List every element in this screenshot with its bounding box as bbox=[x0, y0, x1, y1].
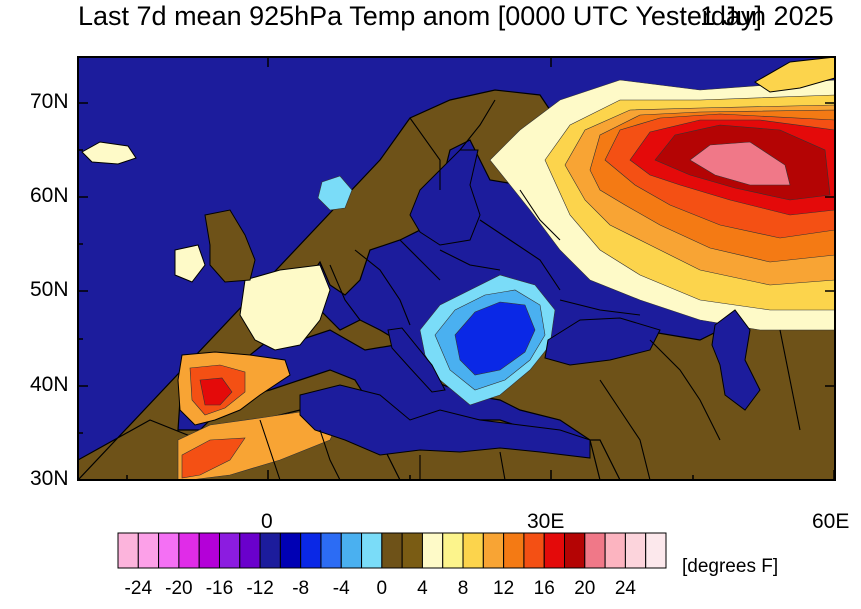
colorbar-swatch bbox=[361, 532, 383, 569]
colorbar-swatch bbox=[320, 532, 342, 569]
colorbar-tick-label: -20 bbox=[165, 578, 193, 599]
colorbar-swatch bbox=[421, 532, 444, 569]
colorbar-swatch bbox=[279, 532, 302, 569]
warm-anomaly-north-africa-2 bbox=[181, 437, 246, 479]
baltic-sea bbox=[409, 149, 481, 246]
map-title: Last 7d mean 925hPa Temp anom [0000 UTC … bbox=[78, 1, 762, 31]
colorbar-tick-label: -24 bbox=[124, 578, 153, 599]
colorbar-swatch bbox=[239, 532, 261, 569]
caspian-sea bbox=[711, 309, 761, 411]
cold-anomaly-scandinavia bbox=[317, 175, 353, 211]
mediterranean-sea bbox=[299, 384, 591, 459]
colorbar-swatch bbox=[401, 532, 423, 569]
colorbar-swatch bbox=[482, 532, 505, 569]
colorbar-swatch bbox=[442, 532, 464, 569]
country-borders bbox=[259, 99, 801, 480]
colorbar-swatch bbox=[564, 532, 586, 569]
colorbar-tick-label: -12 bbox=[246, 578, 274, 599]
colorbar-tick-label: 20 bbox=[574, 578, 596, 599]
colorbar-swatch bbox=[584, 532, 606, 569]
black-sea bbox=[544, 317, 661, 366]
land-ireland bbox=[174, 244, 206, 283]
warm-anomaly-iberia-3 bbox=[199, 377, 233, 406]
land-british-isles bbox=[204, 209, 256, 283]
colorbar-swatch bbox=[523, 532, 545, 569]
colorbar-tick-label: -8 bbox=[292, 578, 310, 599]
lat-label-30n: 30N bbox=[30, 467, 69, 490]
colorbar-tick-label: 8 bbox=[457, 578, 469, 599]
colorbar-swatch bbox=[218, 532, 241, 569]
colorbar-tick-label: 24 bbox=[614, 578, 636, 599]
colorbar-swatch bbox=[178, 532, 200, 569]
colorbar-swatch bbox=[300, 532, 322, 569]
colorbar-tick-label: 0 bbox=[376, 578, 388, 599]
colorbar-swatch bbox=[340, 532, 363, 569]
colorbar-swatch bbox=[381, 532, 403, 569]
lat-label-50n: 50N bbox=[30, 278, 69, 301]
colorbar-swatch bbox=[158, 532, 180, 569]
latitude-ticks bbox=[78, 102, 835, 434]
colorbar-tick-label: -4 bbox=[332, 578, 350, 599]
lon-label-60e: 60E bbox=[812, 510, 850, 533]
colorbar-tick-label: 16 bbox=[533, 578, 555, 599]
lat-label-60n: 60N bbox=[30, 184, 69, 207]
lon-label-0: 0 bbox=[261, 510, 273, 533]
map-date: 1 Jun 2025 bbox=[700, 1, 834, 31]
colorbar-swatch bbox=[543, 532, 566, 569]
colorbar-swatch bbox=[198, 532, 220, 569]
colorbar-swatch bbox=[645, 532, 667, 569]
lon-label-30e: 30E bbox=[527, 510, 565, 533]
colorbar-swatch bbox=[503, 532, 525, 569]
lat-label-70n: 70N bbox=[30, 90, 69, 113]
longitude-ticks bbox=[126, 57, 835, 480]
colorbar-tick-label: 4 bbox=[417, 578, 428, 599]
adriatic-sea bbox=[387, 327, 446, 393]
colorbar-swatch bbox=[137, 532, 160, 569]
lat-label-40n: 40N bbox=[30, 373, 69, 396]
warm-anomaly-core bbox=[689, 141, 791, 186]
colorbar-swatch bbox=[604, 532, 626, 569]
colorbar-swatch bbox=[462, 532, 484, 569]
warm-anomaly-france bbox=[239, 264, 331, 351]
colorbar bbox=[117, 532, 667, 569]
colorbar-tick-label: -16 bbox=[205, 578, 234, 599]
colorbar-swatch bbox=[117, 532, 139, 569]
land-iceland bbox=[81, 141, 137, 165]
land-novaya-zemlya bbox=[754, 57, 835, 93]
colorbar-swatch bbox=[259, 532, 281, 569]
cold-anomaly-balkans-3 bbox=[454, 301, 536, 376]
colorbar-tick-label: 12 bbox=[493, 578, 515, 599]
units-label: [degrees F] bbox=[682, 556, 779, 577]
colorbar-swatch bbox=[624, 532, 647, 569]
map-frame bbox=[77, 56, 836, 481]
